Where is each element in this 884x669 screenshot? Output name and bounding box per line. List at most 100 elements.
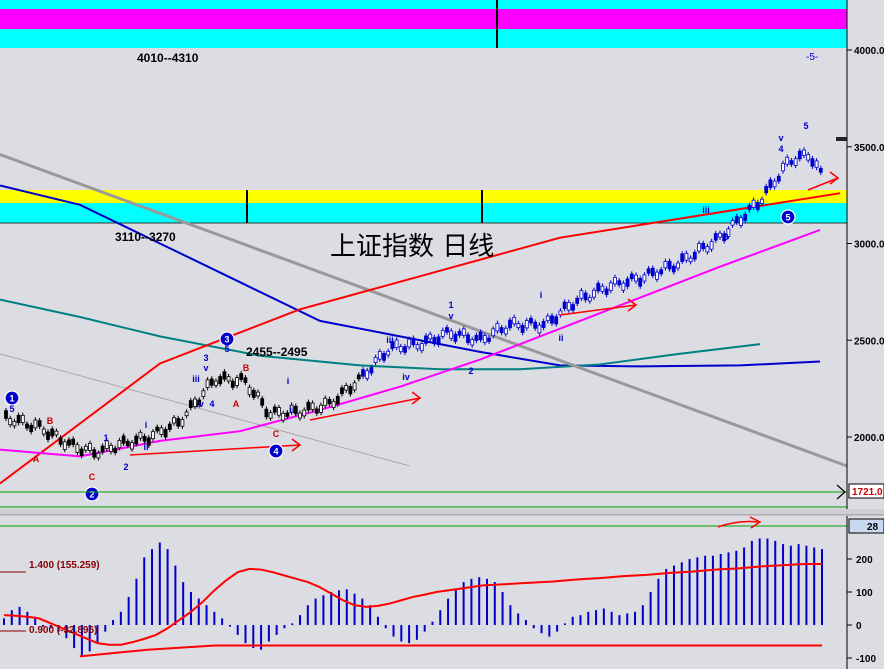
candle-body-38 (163, 428, 168, 438)
candle-body-8 (37, 420, 42, 427)
candle-body-3 (16, 414, 21, 424)
candle-body-90 (382, 353, 386, 361)
candle-body-39 (167, 423, 172, 430)
zone-label-upper: 4010--4310 (137, 51, 199, 65)
candle-body-115 (487, 337, 491, 342)
candle-body-80 (340, 387, 344, 395)
candle-body-193 (814, 160, 819, 168)
candle-body-2 (12, 421, 17, 427)
candle-body-65 (277, 407, 281, 416)
candle-body-125 (529, 317, 533, 324)
wave-label-12: iii (192, 374, 200, 384)
wave-label-25: 1 (448, 300, 453, 310)
candle-body-14 (62, 441, 67, 450)
wave-circle-20 (268, 443, 284, 459)
candle-body-54 (230, 380, 235, 388)
candle-body-63 (268, 412, 273, 419)
candle-body-177 (747, 204, 752, 211)
candle-body-37 (159, 427, 164, 435)
candle-body-61 (260, 398, 265, 406)
candle-body-13 (58, 437, 63, 445)
candle-body-136 (575, 297, 580, 304)
candle-body-57 (243, 377, 248, 383)
candle-body-180 (760, 198, 764, 204)
candle-body-34 (146, 437, 151, 446)
candle-body-168 (709, 241, 714, 250)
wave-label-19: C (273, 429, 280, 439)
wave-label-14: 4 (209, 399, 214, 409)
wave-label-33: 4 (778, 144, 783, 154)
candle-body-84 (356, 374, 361, 380)
wave-label-27: 2 (468, 366, 473, 376)
candle-body-42 (180, 419, 185, 427)
wave-label-28: i (540, 290, 543, 300)
candle-body-105 (445, 327, 449, 333)
candle-body-58 (247, 386, 252, 396)
wave-label-20: 4 (273, 447, 278, 457)
candle-body-94 (398, 346, 403, 353)
candle-body-7 (33, 419, 38, 429)
wave-label-22: ii (289, 405, 294, 415)
candle-body-48 (205, 379, 210, 389)
candle-body-181 (764, 186, 769, 194)
candle-body-179 (755, 201, 760, 210)
candle-body-55 (235, 377, 239, 386)
support-line-red (0, 192, 841, 485)
candle-body-16 (71, 438, 76, 445)
oscillator-signal-lower (79, 644, 822, 658)
candle-body-22 (96, 452, 101, 459)
wave-circle-5 (84, 486, 100, 502)
zone-upper-band-2 (0, 9, 847, 29)
candle-body-99 (419, 343, 424, 352)
candle-body-1 (8, 418, 13, 426)
zone-upper-band-1 (0, 0, 847, 9)
support-arrow-head-2 (627, 298, 638, 312)
wave-label-26: v (448, 311, 453, 321)
candle-body-47 (201, 390, 206, 397)
candle-body-95 (403, 346, 407, 353)
candle-body-158 (667, 260, 672, 270)
candle-body-40 (172, 417, 176, 424)
candle-body-189 (797, 150, 802, 160)
candle-body-111 (470, 339, 475, 346)
candle-body-140 (592, 289, 596, 298)
candle-body-130 (550, 315, 554, 324)
candle-body-112 (474, 334, 479, 341)
candlesticks (4, 147, 823, 461)
wave-circle-0 (4, 390, 20, 406)
candle-body-126 (533, 321, 538, 329)
candle-body-113 (478, 331, 483, 341)
candle-body-52 (222, 371, 227, 380)
candle-body-166 (701, 242, 706, 249)
wave-label-16: 5 (224, 344, 229, 354)
candle-body-119 (503, 327, 508, 335)
oscillator-bars (3, 538, 823, 657)
candle-body-110 (466, 334, 470, 343)
candle-body-27 (117, 440, 122, 449)
oscillator-ticks: 200 100 0 -100 (847, 555, 876, 665)
candle-body-154 (650, 267, 655, 276)
price-axis (847, 0, 884, 509)
oscillator-value-label: 28 (867, 522, 879, 533)
wave-label-2: B (47, 416, 54, 426)
candle-body-117 (495, 322, 500, 332)
panel-separator (0, 509, 884, 515)
wave-circle-34 (780, 209, 796, 225)
candle-body-91 (386, 350, 391, 356)
candle-body-70 (298, 412, 302, 419)
candle-body-160 (676, 262, 680, 269)
candle-body-175 (739, 217, 743, 226)
candle-body-131 (554, 316, 559, 325)
wave-label-9: ii (143, 442, 148, 452)
support-arrow-head-3 (829, 171, 840, 185)
candle-body-89 (377, 351, 382, 360)
candle-body-143 (604, 288, 609, 295)
oscillator-signal-lines (3, 562, 822, 658)
candle-body-82 (348, 386, 353, 395)
candle-body-156 (659, 269, 664, 275)
wave-label-15: 3 (224, 335, 229, 345)
wave-label-30: iii (702, 205, 710, 215)
candle-body-83 (352, 382, 357, 391)
candle-body-157 (663, 260, 668, 269)
candle-body-116 (491, 328, 496, 337)
